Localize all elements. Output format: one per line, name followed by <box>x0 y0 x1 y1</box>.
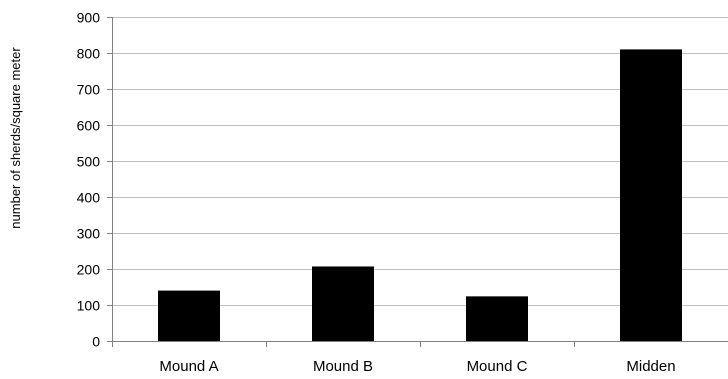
y-tick-label: 300 <box>77 226 101 242</box>
y-tick-label: 0 <box>92 334 100 350</box>
bars <box>158 49 682 342</box>
y-tick-label: 200 <box>77 262 101 278</box>
bar-mound-b <box>312 266 374 341</box>
y-tick-labels: 0 100 200 300 400 500 600 700 800 900 <box>77 10 101 350</box>
x-tick-label: Mound B <box>313 358 373 375</box>
x-tick-label: Midden <box>626 358 675 375</box>
x-tick-label: Mound C <box>467 358 528 375</box>
bar-mound-a <box>158 290 220 341</box>
y-tick-label: 800 <box>77 46 101 62</box>
y-tick-label: 600 <box>77 118 101 134</box>
x-tick-labels: Mound A Mound B Mound C Midden <box>159 358 675 375</box>
y-tick-label: 500 <box>77 154 101 170</box>
y-tick-label: 400 <box>77 190 101 206</box>
bar-mound-c <box>466 296 528 341</box>
y-tick-label: 100 <box>77 298 101 314</box>
y-axis-label: number of sherds/square meter <box>8 47 23 229</box>
y-tick-label: 900 <box>77 10 101 26</box>
axes <box>107 17 728 347</box>
y-tick-label: 700 <box>77 82 101 98</box>
bar-midden <box>620 49 682 342</box>
gridlines <box>112 17 728 306</box>
x-tick-label: Mound A <box>159 358 218 375</box>
